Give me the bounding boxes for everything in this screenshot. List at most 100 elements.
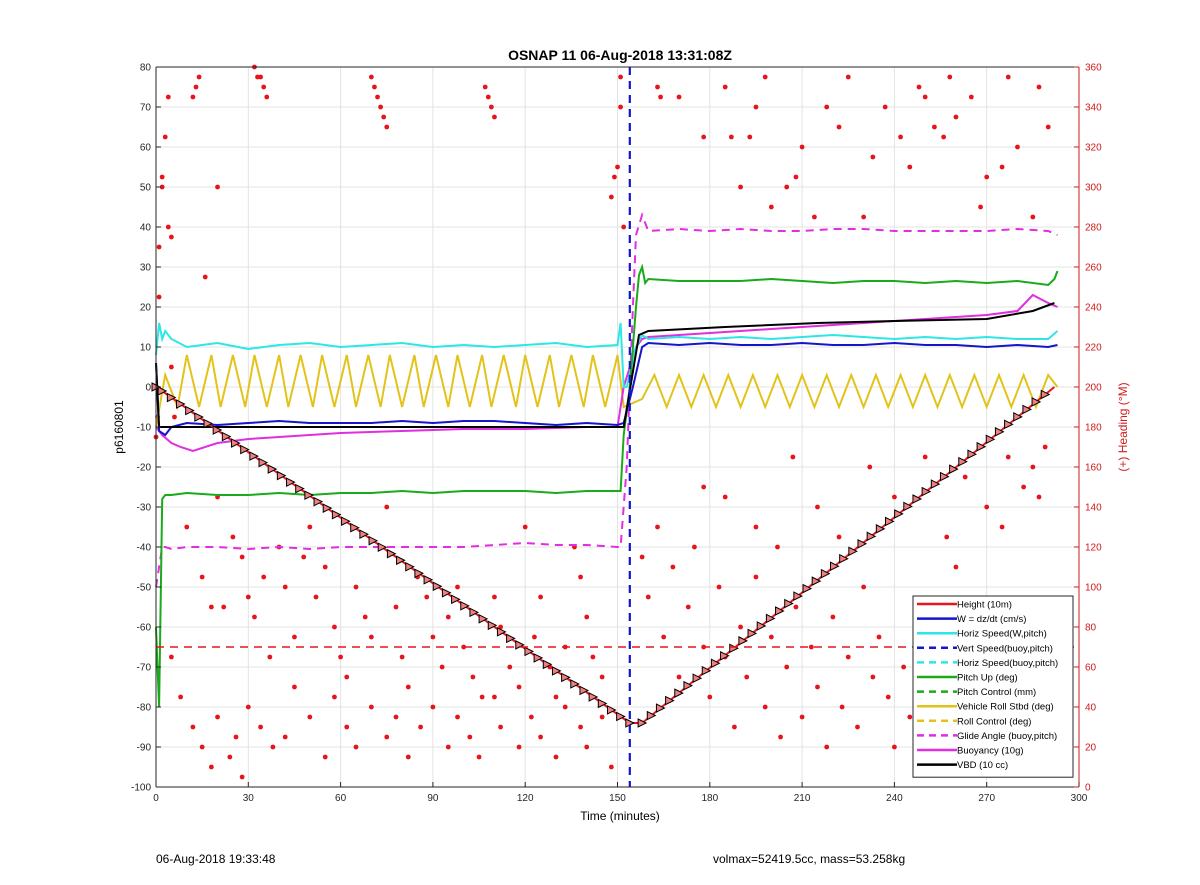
height-marker xyxy=(606,705,617,715)
heading-point xyxy=(984,174,990,180)
x-tick-label: 150 xyxy=(609,793,626,804)
height-marker xyxy=(194,412,204,422)
y-axis-label-right: (+) Heading (°M) xyxy=(1116,382,1130,471)
heading-point xyxy=(790,454,796,460)
heading-point xyxy=(793,174,799,180)
y-axis-label-left: p6160801 xyxy=(112,400,126,454)
heading-point xyxy=(178,694,184,700)
heading-point xyxy=(215,184,220,190)
legend-entry: W = dz/dt (cm/s) xyxy=(957,614,1026,625)
height-marker xyxy=(597,698,608,709)
height-marker xyxy=(240,444,250,455)
heading-point xyxy=(1030,464,1036,470)
heading-point xyxy=(482,84,488,90)
timestamp-footer: 06-Aug-2018 19:33:48 xyxy=(156,852,276,866)
height-marker xyxy=(304,490,314,500)
heading-point xyxy=(608,194,614,200)
height-marker xyxy=(637,718,648,728)
legend-entry: Pitch Up (deg) xyxy=(957,673,1018,684)
heading-point xyxy=(984,504,990,510)
heading-point xyxy=(1036,84,1042,90)
height-marker xyxy=(692,673,703,684)
x-tick-label: 210 xyxy=(794,793,811,804)
y-tick-label-right: 20 xyxy=(1085,743,1097,754)
heading-point xyxy=(1036,494,1042,500)
heading-point xyxy=(252,614,257,620)
height-marker xyxy=(414,568,425,579)
height-marker xyxy=(331,509,342,520)
heading-point xyxy=(159,174,165,180)
heading-point xyxy=(722,494,728,500)
heading-point xyxy=(553,694,559,700)
height-marker xyxy=(524,646,535,657)
height-marker xyxy=(478,614,489,624)
heading-point xyxy=(193,84,199,90)
heading-point xyxy=(267,654,273,660)
heading-point xyxy=(799,714,805,720)
heading-point xyxy=(165,94,171,100)
height-marker xyxy=(551,666,562,676)
heading-point xyxy=(722,84,728,90)
heading-point xyxy=(907,164,913,170)
heading-point xyxy=(233,734,239,740)
heading-point xyxy=(492,594,497,600)
y-tick-label-left: 0 xyxy=(145,383,151,394)
heading-point xyxy=(393,714,399,720)
heading-point xyxy=(861,584,867,590)
heading-point xyxy=(455,714,460,720)
heading-point xyxy=(245,704,251,710)
y-tick-label-right: 160 xyxy=(1085,463,1102,474)
height-marker xyxy=(848,546,858,557)
heading-point xyxy=(1030,214,1036,220)
heading-point xyxy=(313,594,319,600)
height-marker xyxy=(460,601,470,611)
heading-point xyxy=(405,754,411,760)
heading-point xyxy=(322,754,328,760)
y-tick-label-right: 100 xyxy=(1085,583,1102,594)
heading-point xyxy=(845,74,851,80)
heading-point xyxy=(507,664,513,670)
reference-lines xyxy=(156,67,1079,787)
heading-point xyxy=(245,594,251,600)
height-marker xyxy=(710,658,721,669)
heading-point xyxy=(307,714,313,720)
heading-point xyxy=(922,454,928,460)
legend-entry: Buoyancy (10g) xyxy=(957,746,1024,757)
height-marker xyxy=(166,392,177,403)
heading-point xyxy=(156,244,162,250)
y-tick-label-right: 220 xyxy=(1085,343,1102,354)
y-tick-label-right: 320 xyxy=(1085,143,1102,154)
heading-point xyxy=(753,524,759,530)
x-tick-label: 270 xyxy=(978,793,995,804)
height-marker xyxy=(405,561,415,572)
heading-point xyxy=(931,124,937,130)
height-marker xyxy=(1040,389,1051,400)
heading-point xyxy=(159,184,165,190)
y-tick-label-right: 200 xyxy=(1085,383,1102,394)
heading-point xyxy=(1005,454,1011,460)
y-tick-label-right: 140 xyxy=(1085,503,1102,514)
heading-point xyxy=(753,104,759,110)
y-tick-label-left: -10 xyxy=(137,423,152,434)
heading-point xyxy=(162,134,168,140)
x-tick-label: 120 xyxy=(517,793,534,804)
heading-point xyxy=(208,764,214,770)
heading-point xyxy=(344,674,350,680)
series-line-1 xyxy=(155,341,1058,437)
heading-point xyxy=(430,704,436,710)
heading-point xyxy=(867,464,873,470)
height-marker xyxy=(221,431,232,442)
heading-point xyxy=(196,74,202,80)
heading-point xyxy=(584,614,590,620)
legend-entry: Horiz Speed(buoy,pitch) xyxy=(957,658,1058,669)
height-marker xyxy=(432,581,443,592)
y-tick-label-left: 70 xyxy=(140,103,152,114)
heading-point xyxy=(168,364,174,370)
heading-point xyxy=(199,744,205,750)
heading-point xyxy=(658,94,663,100)
x-tick-label: 240 xyxy=(886,793,903,804)
legend-entry: Height (10m) xyxy=(957,600,1012,611)
chart-title: OSNAP 11 06-Aug-2018 13:31:08Z xyxy=(508,47,732,63)
heading-point xyxy=(538,594,543,600)
heading-point xyxy=(538,734,543,740)
